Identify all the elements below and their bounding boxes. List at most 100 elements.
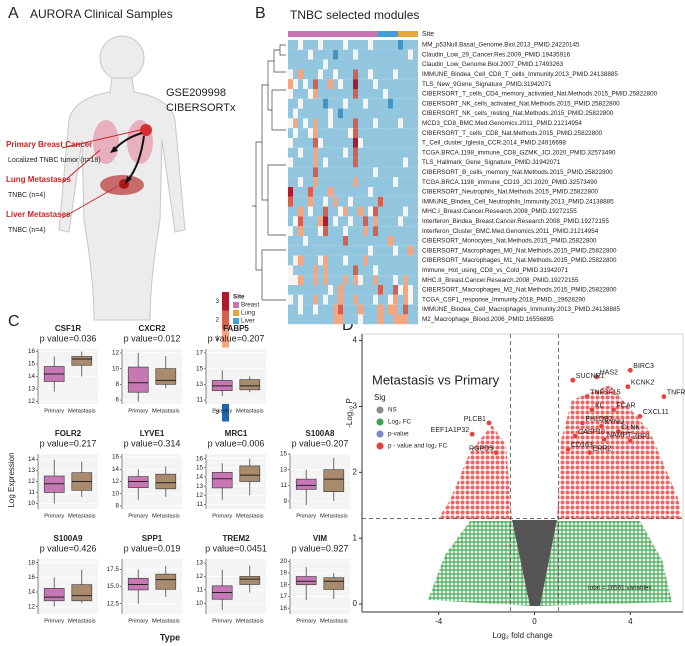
heat-cell — [368, 265, 373, 276]
heat-cell — [338, 304, 343, 315]
heat-cell — [373, 275, 378, 285]
heat-cell — [383, 304, 388, 315]
heat-cell — [318, 89, 323, 99]
colorbar-bin — [222, 310, 229, 329]
heat-cell — [408, 128, 413, 138]
heat-cell — [328, 79, 333, 89]
heat-cell — [318, 98, 323, 109]
heat-cell — [373, 206, 378, 217]
x-tick-label: Metastasis — [320, 619, 348, 625]
heat-cell — [413, 118, 418, 129]
heat-cell — [343, 294, 348, 305]
heat-cell — [388, 89, 393, 99]
heat-cell — [413, 187, 418, 197]
heat-cell — [318, 157, 323, 168]
heat-cell — [363, 108, 368, 119]
y-tick-label: 14 — [28, 456, 36, 463]
heat-cell — [348, 245, 353, 256]
heat-cell — [293, 89, 298, 99]
y-tick-label: 12 — [28, 478, 36, 485]
heat-cell — [353, 265, 358, 276]
heat-cell — [363, 285, 368, 295]
heat-cell — [348, 138, 353, 148]
y-axis-label: -Log₁₀ P — [345, 398, 354, 428]
body-illustration — [58, 35, 186, 321]
box — [155, 473, 177, 490]
heat-cell — [403, 167, 408, 178]
heat-cell — [403, 147, 408, 158]
heat-cell — [413, 40, 418, 50]
heat-cell — [353, 167, 358, 178]
heat-cell — [398, 206, 403, 217]
heat-cell — [318, 138, 323, 148]
heat-cell — [353, 177, 358, 187]
heat-cell — [413, 196, 418, 207]
point-label: PHLDB2 — [585, 416, 612, 423]
point — [637, 413, 643, 420]
row-label: CIBERSORT_Neutrophils_Nat.Methods.2015_P… — [422, 189, 598, 196]
heat-cell — [403, 108, 408, 119]
heat-cell — [288, 226, 293, 236]
x-tick-label: Primary — [128, 409, 148, 415]
heat-cell — [363, 69, 368, 80]
heat-cell — [393, 40, 398, 50]
heat-cell — [323, 255, 328, 266]
heat-cell — [388, 167, 393, 178]
y-tick-label: 15.0 — [107, 583, 120, 590]
heat-cell — [318, 294, 323, 305]
heat-cell — [338, 69, 343, 80]
row-label: CIBERSORT_Macrophages_M2_Nat.Methods.201… — [422, 287, 617, 294]
y-tick-label: 17 — [280, 593, 288, 600]
heat-cell — [358, 294, 363, 305]
heat-cell — [413, 236, 418, 246]
heat-cell — [393, 89, 398, 99]
heat-cell — [388, 108, 393, 119]
heat-cell — [388, 285, 393, 295]
heat-cell — [358, 196, 363, 207]
x-tick-label: -4 — [435, 617, 443, 626]
p-value: p value=0.006 — [208, 438, 265, 448]
heat-cell — [408, 304, 413, 315]
heat-cell — [398, 236, 403, 246]
heat-cell — [358, 108, 363, 119]
y-tick-label: 15 — [196, 365, 204, 372]
heat-cell — [323, 314, 328, 325]
heat-cell — [288, 118, 293, 129]
site-cell — [323, 31, 328, 37]
heat-cell — [398, 285, 403, 295]
heat-cell — [368, 187, 373, 197]
heat-cell — [343, 304, 348, 315]
heat-cell — [388, 49, 393, 60]
point — [601, 436, 607, 443]
heat-cell — [378, 79, 383, 89]
legend-swatch — [233, 302, 239, 308]
heat-cell — [358, 40, 363, 50]
heat-cell — [303, 177, 308, 187]
heat-cell — [363, 89, 368, 99]
heat-cell — [298, 40, 303, 50]
heat-cell — [403, 89, 408, 99]
y-tick-label: 12 — [28, 603, 36, 610]
heat-cell — [323, 196, 328, 207]
heat-cell — [313, 138, 318, 148]
heat-cell — [328, 294, 333, 305]
heat-cell — [403, 285, 408, 295]
heat-cell — [413, 157, 418, 168]
heat-cell — [373, 236, 378, 246]
heat-cell — [358, 216, 363, 227]
heat-cell — [318, 304, 323, 315]
heat-cell — [383, 59, 388, 70]
heat-cell — [343, 108, 348, 119]
gene-title: MRC1 — [225, 429, 248, 438]
y-tick-label: 17 — [196, 350, 204, 357]
heat-cell — [308, 245, 313, 256]
heat-cell — [308, 236, 313, 246]
gene-title: TREM2 — [222, 534, 250, 543]
heat-cell — [323, 216, 328, 227]
heat-cell — [353, 138, 358, 148]
panel-letter: B — [255, 5, 266, 22]
heat-cell — [313, 128, 318, 138]
heat-cell — [403, 236, 408, 246]
heat-cell — [328, 40, 333, 50]
heat-cell — [353, 226, 358, 236]
